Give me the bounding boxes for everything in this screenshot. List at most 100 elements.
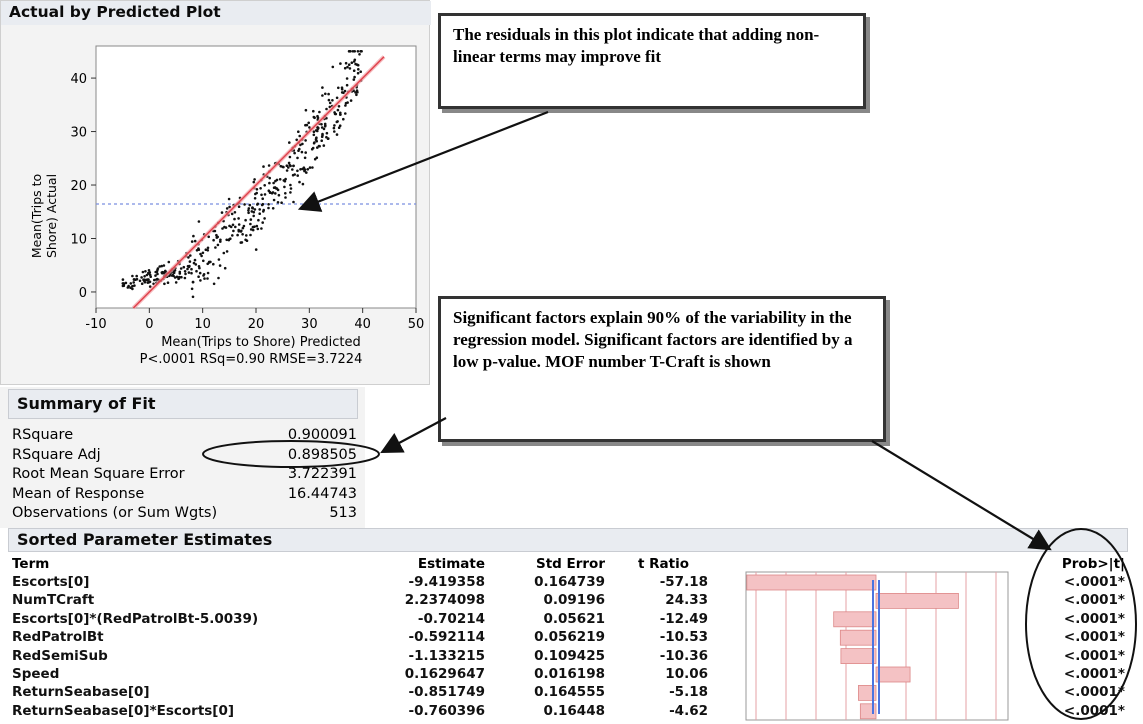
data-point: [179, 267, 183, 270]
data-point: [178, 270, 182, 274]
data-point: [178, 275, 181, 279]
data-point: [325, 107, 328, 111]
data-point: [263, 193, 267, 196]
data-point: [206, 246, 210, 250]
data-point: [212, 282, 216, 286]
data-point: [357, 68, 360, 71]
param-std-error: 0.16448: [543, 702, 606, 719]
data-point: [311, 166, 314, 169]
data-point: [249, 228, 253, 231]
axes: -10 0 10 20 30 40 50 0 10 20 30 40: [70, 72, 424, 332]
data-point: [230, 212, 234, 216]
data-point: [253, 178, 256, 181]
data-point: [355, 93, 358, 97]
t-ratio-bar: [833, 611, 877, 628]
data-point: [154, 274, 157, 277]
data-point: [336, 108, 340, 112]
param-std-error: 0.016198: [534, 666, 605, 682]
data-point: [320, 135, 324, 138]
col-std-error[interactable]: Std Error: [535, 556, 605, 572]
param-estimate: -0.70214: [417, 610, 485, 627]
x-tick-label: 50: [408, 317, 425, 332]
param-std-error: 0.109425: [534, 647, 605, 664]
data-point: [268, 181, 271, 185]
data-point: [288, 155, 292, 159]
data-point: [173, 276, 177, 279]
param-estimate: 0.1629647: [404, 666, 485, 682]
data-point: [161, 270, 164, 274]
data-point: [352, 78, 356, 81]
col-t-ratio[interactable]: t Ratio: [638, 556, 690, 572]
data-point: [289, 191, 292, 194]
fit-stats: P<.0001 RSq=0.90 RMSE=3.7224: [140, 352, 363, 367]
data-point: [237, 223, 241, 226]
t-ratio-bar: [875, 593, 959, 609]
data-point: [171, 273, 175, 277]
data-point: [203, 277, 206, 280]
col-estimate[interactable]: Estimate: [417, 556, 485, 572]
data-point: [217, 276, 220, 280]
col-term[interactable]: Term: [12, 556, 50, 572]
param-t-ratio: 24.33: [665, 592, 708, 609]
data-point: [231, 234, 234, 237]
data-point: [191, 295, 195, 299]
callout-significant-factors-text: Significant factors explain 90% of the v…: [453, 308, 853, 371]
data-point: [359, 50, 363, 53]
data-point: [135, 277, 139, 281]
data-point: [131, 287, 134, 291]
data-point: [347, 63, 351, 66]
data-point: [274, 192, 277, 195]
data-point: [255, 188, 259, 191]
data-point: [215, 236, 219, 239]
data-point: [249, 233, 252, 237]
data-point: [219, 238, 222, 242]
callout-residuals: The residuals in this plot indicate that…: [438, 13, 866, 109]
t-ratio-bar: [839, 629, 877, 646]
data-point: [251, 228, 255, 232]
y-tick-label: 10: [70, 232, 87, 247]
data-point: [289, 164, 292, 168]
plot-header[interactable]: Actual by Predicted Plot: [1, 1, 431, 25]
data-point: [195, 249, 199, 252]
data-point: [343, 89, 347, 93]
data-point: [260, 193, 263, 197]
x-tick-label: 40: [354, 317, 371, 332]
data-point: [300, 150, 304, 154]
data-point: [292, 200, 295, 204]
data-point: [222, 251, 226, 255]
data-point: [333, 112, 337, 116]
data-point: [289, 187, 293, 190]
data-point: [167, 260, 171, 264]
data-point: [335, 96, 339, 100]
data-point: [180, 275, 183, 279]
summary-of-fit-header[interactable]: Summary of Fit: [8, 389, 358, 419]
param-t-ratio: -57.18: [659, 574, 708, 590]
param-estimate: -1.133215: [408, 647, 486, 664]
data-point: [291, 173, 295, 177]
data-point: [122, 282, 125, 285]
data-point: [285, 169, 289, 172]
fit-line: [132, 56, 385, 309]
data-point: [267, 164, 271, 167]
data-point: [245, 234, 248, 237]
data-point: [253, 197, 257, 200]
data-point: [344, 112, 347, 115]
data-point: [321, 132, 324, 136]
data-point: [312, 109, 315, 113]
data-point: [340, 88, 344, 91]
fit-row-value: 0.900091: [287, 427, 357, 443]
data-point: [263, 217, 266, 220]
data-point: [323, 122, 327, 126]
data-point: [237, 230, 241, 233]
data-point: [306, 168, 310, 171]
data-point: [312, 133, 316, 137]
data-point: [186, 264, 190, 268]
actual-by-predicted-panel: Actual by Predicted Plot -10 0 10 20 30 40 50 0…: [0, 0, 431, 385]
data-point: [305, 123, 309, 127]
data-point: [251, 206, 254, 209]
data-point: [212, 238, 215, 242]
data-point: [267, 206, 270, 210]
y-axis-label-line1: Mean(Trips to: [29, 174, 44, 258]
data-point: [140, 276, 143, 279]
param-estimate: -9.419358: [408, 574, 486, 590]
